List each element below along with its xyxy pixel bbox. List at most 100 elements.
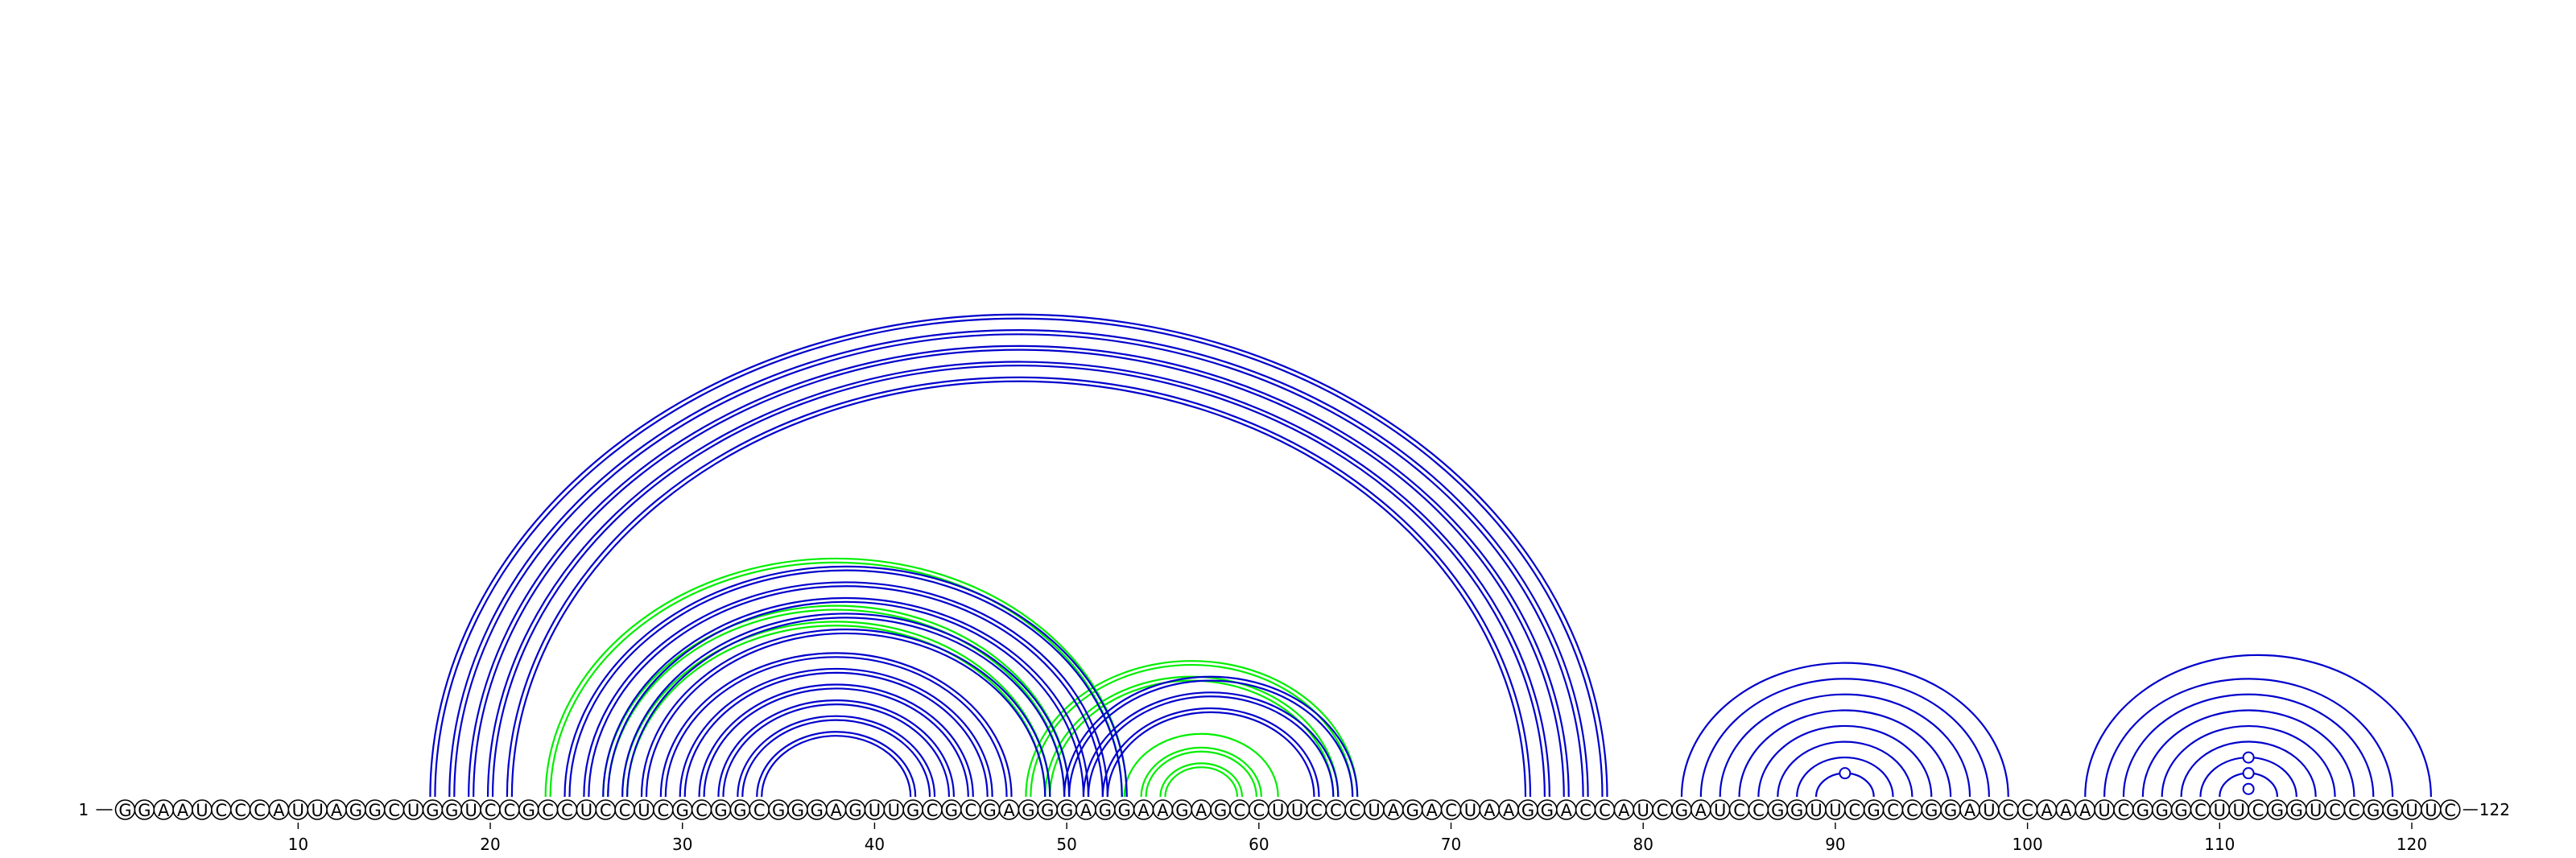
nucleotide-letter: A — [1484, 801, 1496, 820]
nucleotide: C — [1652, 799, 1673, 820]
primary-pair-arc-17-78 — [429, 313, 1608, 798]
primary-arc-strand — [429, 313, 1608, 798]
primary-arc-strand — [703, 687, 969, 798]
nucleotide-letter: C — [485, 801, 497, 820]
alternative-arc-strand — [1140, 746, 1262, 798]
nucleotide-letter: G — [1944, 801, 1957, 820]
nucleotide-letter: C — [1657, 801, 1669, 820]
nucleotide-letter: G — [2386, 801, 2399, 820]
nucleotide-letter: C — [1579, 801, 1591, 820]
nucleotide: G — [1402, 799, 1423, 820]
nucleotide: U — [883, 799, 905, 820]
nucleotide-letter: G — [2174, 801, 2187, 820]
alternative-pair-arc-54-60 — [1140, 746, 1262, 798]
primary-arc-strand — [1719, 693, 1971, 798]
nucleotide: G — [518, 799, 539, 820]
nucleotide-letter: G — [1118, 801, 1131, 820]
nucleotide: U — [2228, 799, 2249, 820]
nucleotide: C — [2190, 799, 2211, 820]
tick-40: 40 — [865, 823, 885, 854]
nucleotide: G — [114, 799, 136, 820]
nucleotide-letter: G — [426, 801, 439, 820]
nucleotide-letter: C — [1330, 801, 1342, 820]
primary-arc-strand — [602, 596, 1090, 798]
nucleotide-letter: C — [2444, 801, 2456, 820]
nucleotide: G — [979, 799, 1001, 820]
nucleotide-letter: G — [138, 801, 151, 820]
nucleotide-letter: G — [791, 801, 804, 820]
nucleotide-letter: U — [407, 801, 419, 820]
nucleotide-circle — [2439, 799, 2461, 820]
nucleotide-letter: U — [2233, 801, 2245, 820]
nucleotide: U — [402, 799, 424, 820]
primary-pair-arc-106-117 — [2141, 709, 2355, 798]
nucleotide: A — [1152, 799, 1174, 820]
nucleotide-letter: A — [1157, 801, 1169, 820]
nucleotide-letter: U — [196, 801, 208, 820]
tick-label: 70 — [1441, 835, 1461, 854]
nucleotide: A — [1613, 799, 1635, 820]
tick-label: 30 — [672, 835, 692, 854]
primary-arc-strand — [607, 600, 1085, 798]
nucleotide: G — [422, 799, 444, 820]
nucleotide: A — [2055, 799, 2077, 820]
nucleotide: C — [653, 799, 674, 820]
nucleotide-letter: G — [733, 801, 746, 820]
nucleotide: U — [287, 799, 309, 820]
nucleotide-letter: G — [2136, 801, 2149, 820]
nucleotide-letter: U — [2310, 801, 2322, 820]
nucleotide-letter: G — [1175, 801, 1188, 820]
primary-arc-strand — [1796, 756, 1894, 798]
nucleotide: G — [345, 799, 366, 820]
primary-arc-strand — [568, 569, 1123, 798]
primary-arc-strand — [486, 361, 1550, 798]
nucleotide-letter: C — [1599, 801, 1611, 820]
alternative-arc-strand — [621, 621, 1051, 798]
nucleotide-letter: A — [1426, 801, 1438, 820]
primary-arc-strand — [1106, 711, 1315, 798]
nucleotide-letter: U — [1464, 801, 1476, 820]
nucleotide: C — [1344, 799, 1365, 820]
tick-label: 120 — [2396, 835, 2427, 854]
nucleotide-letter: A — [1964, 801, 1976, 820]
primary-arc-strand — [698, 683, 974, 798]
nucleotide: G — [710, 799, 732, 820]
primary-arc-strand — [453, 332, 1584, 798]
sequence-end-label: 122 — [2479, 800, 2510, 819]
nucleotide: G — [844, 799, 866, 820]
nucleotide: G — [2132, 799, 2153, 820]
primary-pair-arc-82-99 — [1680, 662, 2009, 798]
nucleotide: A — [1479, 799, 1501, 820]
primary-pair-arc-104-119 — [2103, 678, 2394, 798]
nucleotide-letter: A — [2079, 801, 2091, 820]
nucleotide-letter: G — [1406, 801, 1419, 820]
nucleotide-letter: U — [312, 801, 324, 820]
nucleotide: A — [1075, 799, 1096, 820]
nucleotide-letter: C — [1445, 801, 1457, 820]
nucleotide: C — [1844, 799, 1865, 820]
primary-pair-arc-30-46 — [679, 667, 993, 798]
primary-pair-arc-107-116 — [2161, 724, 2336, 798]
nucleotide-letter: C — [753, 801, 766, 820]
alternative-arc-strand — [1159, 762, 1244, 798]
nucleotide-letter: U — [1272, 801, 1284, 820]
nucleotide-letter: U — [292, 801, 304, 820]
primary-arc-strand — [664, 656, 1008, 798]
primary-arc-strand — [2180, 740, 2317, 798]
nucleotide: C — [249, 799, 270, 820]
primary-pair-arc-18-77 — [448, 329, 1589, 798]
nucleotide-letter: C — [504, 801, 516, 820]
primary-pair-arc-84-97 — [1719, 693, 1971, 798]
alternative-arc-strand — [1030, 663, 1354, 798]
nucleotide: A — [268, 799, 290, 820]
nucleotide: G — [787, 799, 808, 820]
nucleotide-letter: G — [2367, 801, 2380, 820]
nucleotide-letter: G — [1790, 801, 1803, 820]
primary-arc-strand — [1087, 695, 1335, 798]
tick-120: 120 — [2396, 823, 2427, 854]
nucleotide: A — [1133, 799, 1154, 820]
nucleotide: G — [1018, 799, 1039, 820]
tick-label: 40 — [865, 835, 885, 854]
nucleotide-letter: U — [1810, 801, 1822, 820]
primary-arc-strand — [717, 699, 956, 798]
